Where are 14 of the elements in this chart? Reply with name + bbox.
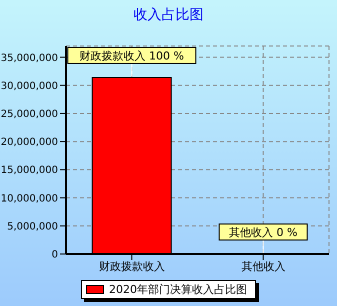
- legend-label: 2020年部门决算收入占比图: [109, 282, 247, 297]
- y-tick-label: 0: [52, 250, 58, 261]
- y-tick-label: 25,000,000: [0, 109, 58, 120]
- y-tick-label: 15,000,000: [0, 165, 58, 176]
- y-tick-label: 10,000,000: [0, 193, 58, 204]
- text: 财政拨款收入 100 %: [80, 49, 184, 62]
- chart-title: 收入占比图: [132, 6, 204, 25]
- y-tick-label: 5,000,000: [7, 221, 58, 232]
- y-tick-label: 35,000,000: [0, 52, 58, 64]
- y-tick-label: 20,000,000: [0, 137, 58, 148]
- text: 其他收入 0 %: [229, 226, 298, 239]
- x-tick-label: 其他收入: [241, 260, 286, 273]
- y-tick-label: 30,000,000: [0, 80, 58, 92]
- x-tick-label: 财政拨款收入: [98, 260, 165, 273]
